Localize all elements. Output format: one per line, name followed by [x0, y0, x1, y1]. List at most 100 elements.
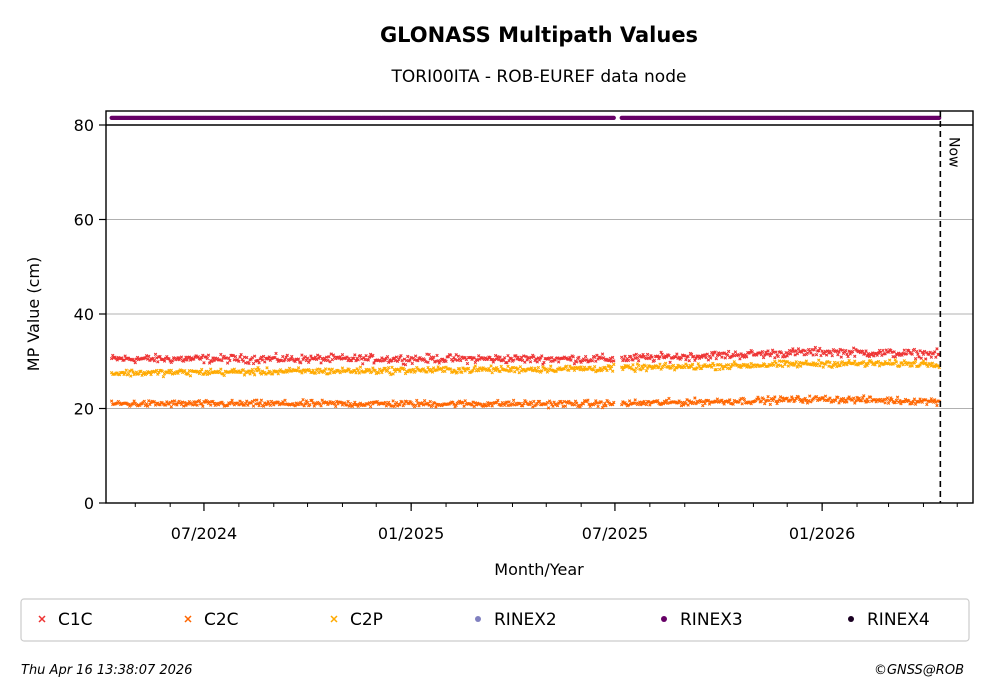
c2c-point — [310, 398, 314, 403]
c2c-point — [308, 402, 312, 407]
c1c-point — [892, 350, 896, 354]
c2p-point — [121, 370, 125, 375]
c2c-point — [893, 400, 897, 405]
c2p-point — [480, 368, 484, 372]
c2p-point — [219, 367, 223, 371]
c2c-point — [794, 396, 798, 401]
c1c-point — [185, 358, 189, 362]
c2p-point — [892, 361, 896, 365]
c1c-point — [633, 356, 637, 361]
c2c-point — [587, 402, 591, 406]
c2p-point — [386, 366, 391, 370]
c2p-point — [717, 367, 722, 372]
c2p-point — [833, 362, 838, 366]
c2p-point — [296, 366, 301, 370]
c2c-point — [201, 404, 205, 408]
c2c-point — [250, 399, 255, 404]
c1c-point — [210, 359, 214, 364]
c2p-point — [869, 360, 874, 364]
c2p-point — [425, 370, 429, 374]
c2c-point — [766, 394, 770, 399]
c2p-point — [490, 371, 494, 375]
c1c-point — [493, 353, 498, 358]
c1c-point — [599, 356, 604, 360]
c1c-point — [392, 356, 396, 360]
data-points — [109, 345, 941, 410]
c2p-point — [529, 366, 534, 370]
c1c-point — [383, 358, 387, 362]
c2p-point — [633, 369, 637, 374]
c2p-point — [714, 367, 718, 372]
c2c-point — [796, 395, 801, 399]
c2p-point — [933, 365, 937, 369]
c1c-point — [534, 357, 538, 361]
c2p-point — [402, 367, 407, 372]
c2p-point — [697, 364, 702, 368]
c1c-point — [331, 353, 336, 357]
c2c-point — [573, 399, 578, 403]
c1c-point — [814, 352, 819, 357]
c2c-point — [168, 400, 172, 405]
c1c-point — [766, 349, 770, 353]
c2p-point — [326, 372, 330, 376]
legend-label-c2c: C2C — [204, 610, 239, 630]
c2p-point — [455, 370, 459, 374]
c2p-point — [887, 358, 892, 362]
c2p-point — [255, 369, 259, 373]
x-tick-label: 07/2024 — [171, 524, 237, 543]
c2p-point — [667, 364, 671, 369]
c2p-point — [509, 369, 514, 373]
c1c-point — [761, 355, 766, 360]
c1c-point — [431, 355, 436, 359]
c2p-point — [898, 364, 902, 368]
c1c-point — [527, 356, 532, 361]
c1c-point — [371, 353, 375, 358]
c2p-point — [168, 371, 172, 375]
c2p-point — [270, 372, 275, 376]
rinex-strip — [109, 115, 942, 121]
c2c-point — [599, 400, 604, 404]
c2p-point — [818, 364, 822, 368]
c2p-point — [796, 363, 801, 367]
c1c-point — [514, 354, 518, 358]
c1c-point — [518, 358, 523, 362]
c1c-point — [890, 350, 894, 355]
c2c-point — [507, 400, 511, 404]
c2p-point — [836, 361, 840, 365]
c1c-point — [567, 357, 571, 362]
c2p-point — [828, 360, 832, 365]
c2p-point — [489, 364, 493, 368]
c2c-point — [686, 403, 690, 407]
c2p-point — [930, 361, 935, 365]
c2p-point — [241, 368, 246, 372]
c2c-point — [883, 401, 887, 405]
c2p-point — [863, 364, 867, 369]
c1c-point — [284, 355, 288, 360]
c2p-point — [731, 363, 735, 367]
c2p-point — [712, 363, 716, 368]
c1c-point — [158, 354, 162, 359]
c1c-point — [773, 356, 777, 360]
c2c-point — [170, 399, 175, 404]
c2c-point — [299, 400, 303, 405]
c1c-point — [330, 357, 335, 362]
c2p-point — [239, 370, 243, 374]
c1c-point — [187, 355, 192, 359]
c2c-point — [281, 400, 285, 404]
y-tick-label: 0 — [84, 494, 94, 513]
c2c-point — [367, 401, 372, 405]
c1c-point — [338, 355, 342, 359]
c1c-point — [390, 358, 394, 363]
c2c-point — [246, 403, 250, 407]
c2p-point — [205, 372, 210, 377]
c2c-point — [895, 395, 900, 399]
c2p-point — [778, 363, 783, 368]
c1c-point — [406, 354, 410, 359]
c1c-point — [475, 358, 480, 362]
c1c-point — [109, 356, 114, 361]
c1c-point — [453, 357, 457, 362]
c2p-point — [793, 362, 797, 367]
c2p-point — [821, 365, 825, 369]
c2p-point — [313, 371, 318, 375]
c2p-point — [256, 365, 260, 370]
